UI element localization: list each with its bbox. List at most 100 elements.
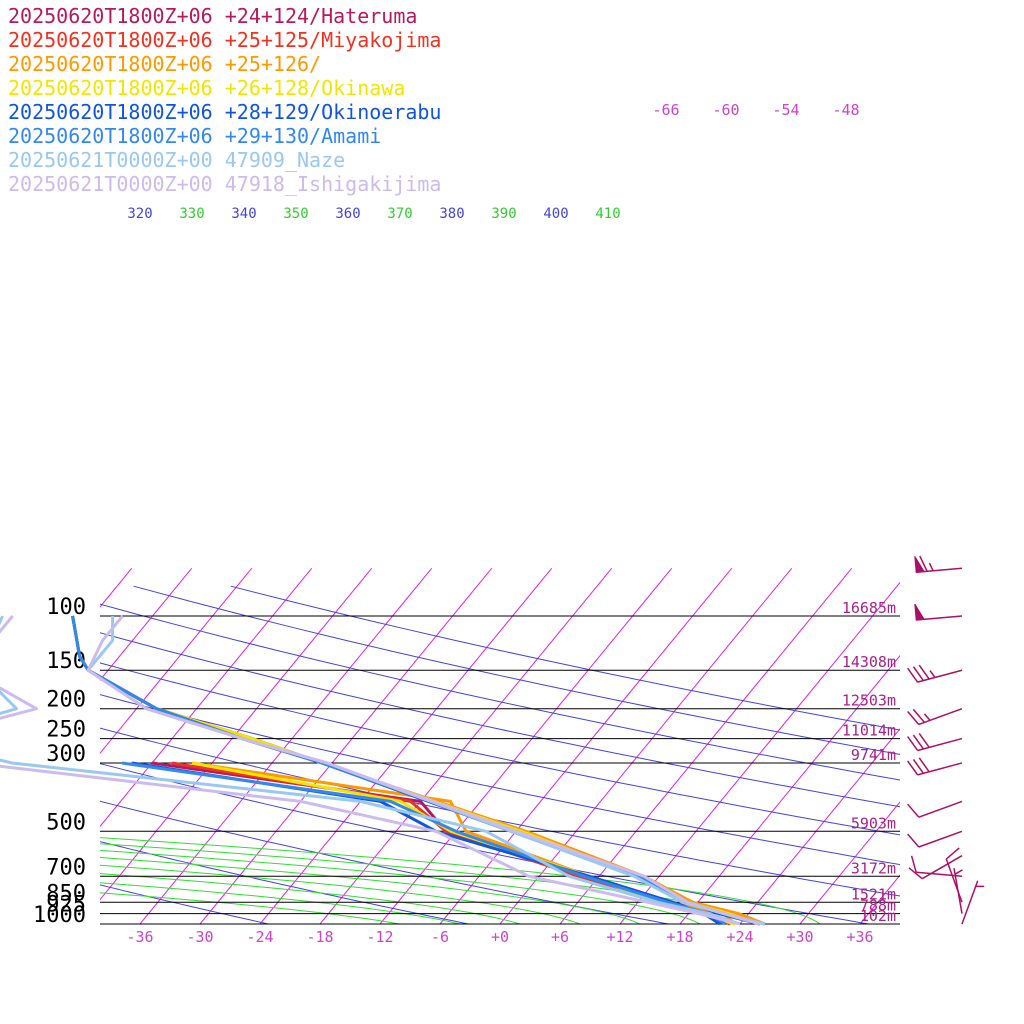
- isotherm-line: [259, 567, 553, 924]
- theta-label: 370: [387, 206, 412, 222]
- pressure-label: 850: [46, 881, 86, 906]
- dry-adiabat-line: [100, 763, 872, 924]
- wind-barb: [907, 800, 963, 818]
- wind-barb: [961, 880, 985, 925]
- temperature-tick-label: -12: [366, 928, 393, 946]
- temperature-tick-label: -18: [306, 928, 333, 946]
- temperature-tick-label: +24: [726, 928, 753, 946]
- pressure-label: 300: [46, 742, 86, 767]
- legend-entry: 20250620T1800Z+06 +25+125/Miyakojima: [8, 28, 442, 52]
- temperature-tick-label: +30: [786, 928, 813, 946]
- height-label: 3172m: [851, 859, 896, 877]
- dry-adiabat-line: [100, 632, 900, 808]
- theta-label: 330: [179, 206, 204, 222]
- height-label: 1521m: [851, 885, 896, 903]
- isotherm-line: [619, 581, 900, 924]
- isotherm-line: [499, 567, 793, 924]
- theta-label: 360: [335, 206, 360, 222]
- isotherm-line: [100, 567, 253, 755]
- isotherm-line: [439, 567, 733, 924]
- height-label: 788m: [860, 897, 896, 915]
- isotherm-label: -48: [832, 101, 859, 119]
- isotherm-label: -54: [772, 101, 799, 119]
- temperature-tick-label: -36: [126, 928, 153, 946]
- moist-adiabat-line: [100, 873, 522, 924]
- wind-barb: [907, 830, 963, 848]
- isotherm-line: [100, 567, 193, 681]
- temperature-profile: [86, 616, 766, 926]
- moist-adiabat-line: [100, 864, 582, 924]
- moist-adiabat-line: [100, 857, 642, 924]
- theta-label: 400: [543, 206, 568, 222]
- dry-adiabat-line: [100, 603, 900, 781]
- legend-entry: 20250620T1800Z+06 +29+130/Amami: [8, 124, 382, 148]
- dry-adiabat-line: [100, 884, 271, 924]
- pressure-label: 925: [46, 893, 86, 918]
- pressure-label: 500: [46, 810, 86, 835]
- temperature-tick-label: +18: [666, 928, 693, 946]
- legend-entry: 20250621T0000Z+00 47909_Naze: [8, 148, 346, 172]
- theta-label: 380: [439, 206, 464, 222]
- height-label: 12503m: [842, 692, 896, 710]
- wind-barb: [907, 757, 963, 776]
- height-label: 11014m: [842, 722, 896, 740]
- pressure-label: 250: [46, 718, 86, 743]
- wind-barb: [914, 555, 963, 574]
- legend-entry: 20250620T1800Z+06 +25+126/: [8, 52, 322, 76]
- isotherm-line: [199, 567, 493, 924]
- dry-adiabat-line: [133, 585, 900, 755]
- isotherm-line: [679, 654, 900, 924]
- pressure-label: 200: [46, 688, 86, 713]
- theta-label: 320: [127, 206, 152, 222]
- isotherm-line: [0, 568, 12, 924]
- temperature-tick-label: +6: [551, 928, 569, 946]
- height-label: 14308m: [842, 653, 896, 671]
- isotherm-line: [379, 567, 673, 924]
- temperature-tick-label: +12: [606, 928, 633, 946]
- wind-barb: [914, 603, 963, 621]
- theta-label: 410: [595, 206, 620, 222]
- legend-entry: 20250620T1800Z+06 +28+129/Okinoerabu: [8, 100, 442, 124]
- wind-barb: [907, 733, 963, 752]
- moist-adiabat-line: [100, 849, 702, 924]
- wind-barb: [908, 855, 963, 880]
- wind-barb: [907, 708, 963, 726]
- dewpoint-profile: [0, 615, 741, 926]
- temperature-tick-label: +36: [846, 928, 873, 946]
- theta-label: 340: [231, 206, 256, 222]
- dry-adiabat-line: [100, 662, 900, 836]
- wind-barbs: [907, 555, 985, 925]
- dry-adiabat-line: [230, 585, 900, 731]
- grid: [0, 567, 1024, 924]
- isotherm-line: [739, 728, 900, 924]
- sounding-series: [0, 615, 766, 926]
- isotherm-label: -60: [712, 101, 739, 119]
- temperature-tick-label: -24: [246, 928, 273, 946]
- wind-barb: [907, 664, 963, 683]
- height-label: 5903m: [851, 814, 896, 832]
- dewpoint-profile: [0, 615, 741, 926]
- dry-adiabat-line: [100, 727, 900, 897]
- temperature-profile: [86, 615, 761, 926]
- isotherm-line: [559, 567, 853, 924]
- height-label: 9741m: [851, 746, 896, 764]
- height-label: 102m: [860, 907, 896, 925]
- moist-adiabat-line: [100, 882, 463, 924]
- legend-entry: 20250621T0000Z+00 47918_Ishigakijima: [8, 172, 442, 196]
- theta-label: 390: [491, 206, 516, 222]
- height-label: 16685m: [842, 599, 896, 617]
- moist-adiabat-line: [100, 837, 821, 924]
- pressure-label: 1000: [33, 903, 86, 928]
- isotherm-line: [100, 567, 373, 901]
- dry-adiabat-line: [100, 841, 472, 924]
- moist-adiabat-line: [100, 892, 403, 924]
- isotherm-line: [319, 567, 613, 924]
- isotherm-line: [980, 568, 1024, 924]
- legend-entry: 20250620T1800Z+06 +26+128/Okinawa: [8, 76, 406, 100]
- theta-label: 350: [283, 206, 308, 222]
- pressure-label: 100: [46, 595, 86, 620]
- isotherm-line: [100, 567, 313, 828]
- isotherm-line: [139, 567, 433, 924]
- wind-barb: [953, 868, 963, 914]
